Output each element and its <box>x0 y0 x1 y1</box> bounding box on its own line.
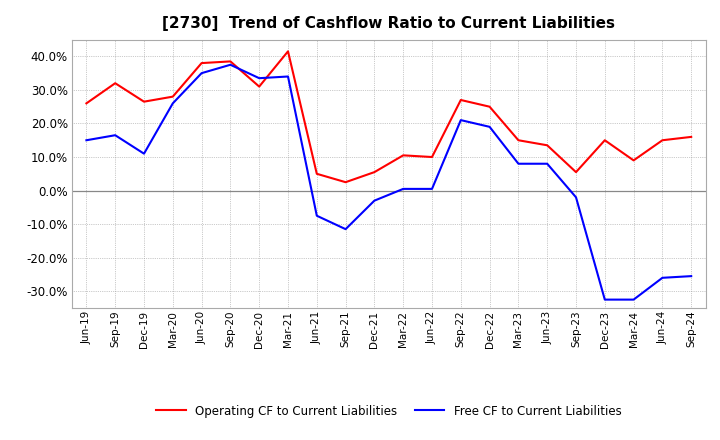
Operating CF to Current Liabilities <box>658 138 667 143</box>
Free CF to Current Liabilities <box>514 161 523 166</box>
Operating CF to Current Liabilities <box>399 153 408 158</box>
Free CF to Current Liabilities <box>543 161 552 166</box>
Free CF to Current Liabilities <box>687 274 696 279</box>
Operating CF to Current Liabilities <box>284 49 292 54</box>
Free CF to Current Liabilities <box>370 198 379 203</box>
Operating CF to Current Liabilities <box>168 94 177 99</box>
Operating CF to Current Liabilities <box>111 81 120 86</box>
Free CF to Current Liabilities <box>284 74 292 79</box>
Free CF to Current Liabilities <box>197 70 206 76</box>
Title: [2730]  Trend of Cashflow Ratio to Current Liabilities: [2730] Trend of Cashflow Ratio to Curren… <box>162 16 616 32</box>
Free CF to Current Liabilities <box>572 194 580 200</box>
Free CF to Current Liabilities <box>312 213 321 218</box>
Operating CF to Current Liabilities <box>485 104 494 109</box>
Line: Operating CF to Current Liabilities: Operating CF to Current Liabilities <box>86 51 691 182</box>
Free CF to Current Liabilities <box>428 186 436 191</box>
Operating CF to Current Liabilities <box>687 134 696 139</box>
Operating CF to Current Liabilities <box>456 97 465 103</box>
Operating CF to Current Liabilities <box>543 143 552 148</box>
Operating CF to Current Liabilities <box>312 171 321 176</box>
Operating CF to Current Liabilities <box>226 59 235 64</box>
Legend: Operating CF to Current Liabilities, Free CF to Current Liabilities: Operating CF to Current Liabilities, Fre… <box>151 400 626 422</box>
Free CF to Current Liabilities <box>140 151 148 156</box>
Free CF to Current Liabilities <box>399 186 408 191</box>
Free CF to Current Liabilities <box>111 132 120 138</box>
Free CF to Current Liabilities <box>456 117 465 123</box>
Operating CF to Current Liabilities <box>255 84 264 89</box>
Free CF to Current Liabilities <box>485 124 494 129</box>
Operating CF to Current Liabilities <box>341 180 350 185</box>
Operating CF to Current Liabilities <box>428 154 436 160</box>
Operating CF to Current Liabilities <box>600 138 609 143</box>
Line: Free CF to Current Liabilities: Free CF to Current Liabilities <box>86 65 691 300</box>
Free CF to Current Liabilities <box>226 62 235 67</box>
Operating CF to Current Liabilities <box>629 158 638 163</box>
Operating CF to Current Liabilities <box>572 169 580 175</box>
Free CF to Current Liabilities <box>341 227 350 232</box>
Operating CF to Current Liabilities <box>514 138 523 143</box>
Free CF to Current Liabilities <box>168 101 177 106</box>
Operating CF to Current Liabilities <box>370 169 379 175</box>
Operating CF to Current Liabilities <box>197 60 206 66</box>
Free CF to Current Liabilities <box>658 275 667 280</box>
Free CF to Current Liabilities <box>629 297 638 302</box>
Operating CF to Current Liabilities <box>82 101 91 106</box>
Free CF to Current Liabilities <box>82 138 91 143</box>
Operating CF to Current Liabilities <box>140 99 148 104</box>
Free CF to Current Liabilities <box>255 76 264 81</box>
Free CF to Current Liabilities <box>600 297 609 302</box>
